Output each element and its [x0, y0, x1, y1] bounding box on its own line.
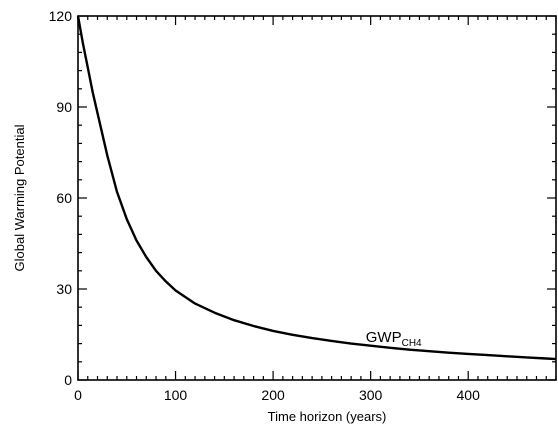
curve-layer: [76, 15, 557, 361]
x-axis-title: Time horizon (years): [268, 409, 387, 424]
x-tick-label: 200: [261, 387, 285, 403]
x-tick-label: 100: [164, 387, 188, 403]
y-axis-title: Global Warming Potential: [12, 124, 27, 271]
tick-marks: [77, 15, 557, 381]
series-annotation: GWPCH4: [366, 329, 422, 349]
gwp-ch4-line: [76, 15, 557, 361]
x-tick-label: 0: [74, 387, 82, 403]
plot-frame: [77, 15, 557, 381]
x-tick-label: 300: [359, 387, 383, 403]
y-tick-label: 30: [56, 281, 72, 297]
y-tick-labels: 0 30 60 90 120: [49, 8, 73, 388]
x-tick-label: 400: [457, 387, 481, 403]
annotation-subscript: CH4: [402, 338, 422, 349]
y-tick-label: 120: [49, 8, 73, 24]
annotation-text: GWP: [366, 329, 402, 346]
y-tick-label: 0: [64, 372, 72, 388]
x-tick-labels: 0 100 200 300 400: [74, 387, 480, 403]
y-tick-label: 60: [56, 190, 72, 206]
y-tick-label: 90: [56, 99, 72, 115]
